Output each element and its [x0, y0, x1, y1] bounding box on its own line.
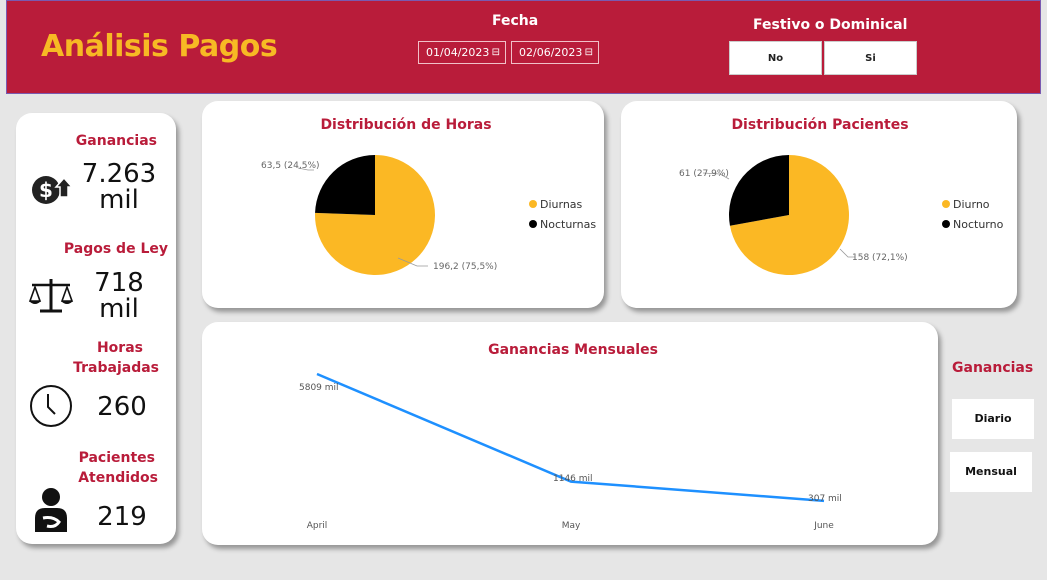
hours-distribution-card: Distribución de Horas 196,2 (75,5%) 63,5…	[202, 101, 604, 308]
pie-data-label: 158 (72,1%)	[852, 253, 908, 263]
patients-chart-title: Distribución Pacientes	[731, 117, 909, 133]
hours-pie-chart: 196,2 (75,5%) 63,5 (24,5%)	[261, 155, 497, 275]
pie-data-label: 63,5 (24,5%)	[261, 161, 320, 171]
patients-pie-chart: 158 (72,1%) 61 (27,9%)	[679, 155, 908, 275]
x-tick-label: June	[813, 521, 834, 531]
ganancias-value: 7.263	[81, 159, 157, 189]
x-tick-label: April	[307, 521, 328, 531]
line-chart-title: Ganancias Mensuales	[488, 342, 658, 358]
monthly-button[interactable]: Mensual	[950, 452, 1032, 492]
start-date-value: 01/04/2023	[426, 46, 490, 59]
line-data-label: 1146 mil	[553, 474, 593, 484]
calendar-icon[interactable]: ⊟	[584, 47, 593, 58]
ganancias-label: Ganancias	[75, 133, 157, 149]
horas-label-line1: Horas	[96, 340, 143, 356]
patient-icon	[31, 486, 71, 538]
pie-data-label: 61 (27,9%)	[679, 169, 729, 179]
legend-item-nocturnas[interactable]: Nocturnas	[529, 218, 596, 231]
legend-dot	[942, 220, 950, 228]
scale-icon	[26, 275, 76, 319]
clock-icon	[28, 383, 74, 433]
legend-item-diurno[interactable]: Diurno	[942, 198, 990, 211]
horas-label-line2: Trabajadas	[73, 360, 159, 376]
legend-dot	[529, 220, 537, 228]
legend-label: Diurnas	[540, 198, 583, 211]
line-data-label: 307 mil	[808, 494, 842, 504]
legend-dot	[529, 200, 537, 208]
pie-leader-line	[839, 248, 855, 258]
pie-slice-diurno[interactable]	[729, 155, 849, 275]
legend-label: Diurno	[953, 198, 990, 211]
page-title: Análisis Pagos	[41, 29, 278, 64]
pie-slice-nocturnas[interactable]	[315, 155, 375, 215]
legend-label: Nocturnas	[540, 218, 597, 231]
legend-dot	[942, 200, 950, 208]
horas-value: 260	[97, 392, 147, 422]
start-date-input[interactable]: 01/04/2023 ⊟	[418, 41, 506, 64]
monthly-earnings-line-chart: 5809 mil 1146 mil 307 mil April May June	[299, 372, 842, 531]
end-date-input[interactable]: 02/06/2023 ⊟	[511, 41, 599, 64]
line-series[interactable]	[316, 372, 825, 503]
legend-label: Nocturno	[953, 218, 1004, 231]
pagos-ley-unit: mil	[99, 294, 139, 324]
end-date-value: 02/06/2023	[519, 46, 583, 59]
calendar-icon[interactable]: ⊟	[491, 47, 500, 58]
pie-leader-line	[702, 172, 730, 180]
pagos-ley-value: 718	[94, 268, 144, 298]
ganancias-unit: mil	[99, 185, 139, 215]
patients-distribution-card: Distribución Pacientes 158 (72,1%) 61 (2…	[621, 101, 1017, 308]
x-tick-label: May	[562, 521, 581, 531]
legend-item-diurnas[interactable]: Diurnas	[529, 198, 582, 211]
monthly-earnings-card: Ganancias Mensuales 5809 mil 1146 mil 30…	[202, 322, 938, 545]
holiday-filter-title: Festivo o Dominical	[753, 17, 908, 33]
kpi-card: Ganancias $ 7.263 mil Pagos de Ley 718 m…	[16, 113, 176, 544]
pacientes-value: 219	[97, 502, 147, 532]
date-filter-title: Fecha	[492, 13, 539, 29]
pie-data-label: 196,2 (75,5%)	[433, 262, 497, 272]
pie-leader-line	[297, 167, 314, 171]
header-bar: Análisis Pagos Fecha 01/04/2023 ⊟ 02/06/…	[6, 0, 1041, 94]
pacientes-label-line2: Atendidos	[78, 470, 158, 486]
pacientes-label-line1: Pacientes	[78, 450, 155, 466]
pie-leader-line	[397, 257, 428, 267]
legend-item-nocturno[interactable]: Nocturno	[942, 218, 1003, 231]
dollar-growth-icon: $	[31, 173, 75, 213]
daily-button[interactable]: Diario	[952, 399, 1034, 439]
holiday-no-button[interactable]: No	[729, 41, 822, 75]
earnings-granularity-title: Ganancias	[952, 360, 1034, 376]
hours-chart-title: Distribución de Horas	[320, 117, 492, 133]
svg-text:$: $	[39, 178, 53, 202]
line-data-label: 5809 mil	[299, 383, 339, 393]
pie-slice-nocturno[interactable]	[729, 155, 789, 226]
holiday-si-button[interactable]: Si	[824, 41, 917, 75]
pagos-ley-label: Pagos de Ley	[63, 241, 168, 257]
